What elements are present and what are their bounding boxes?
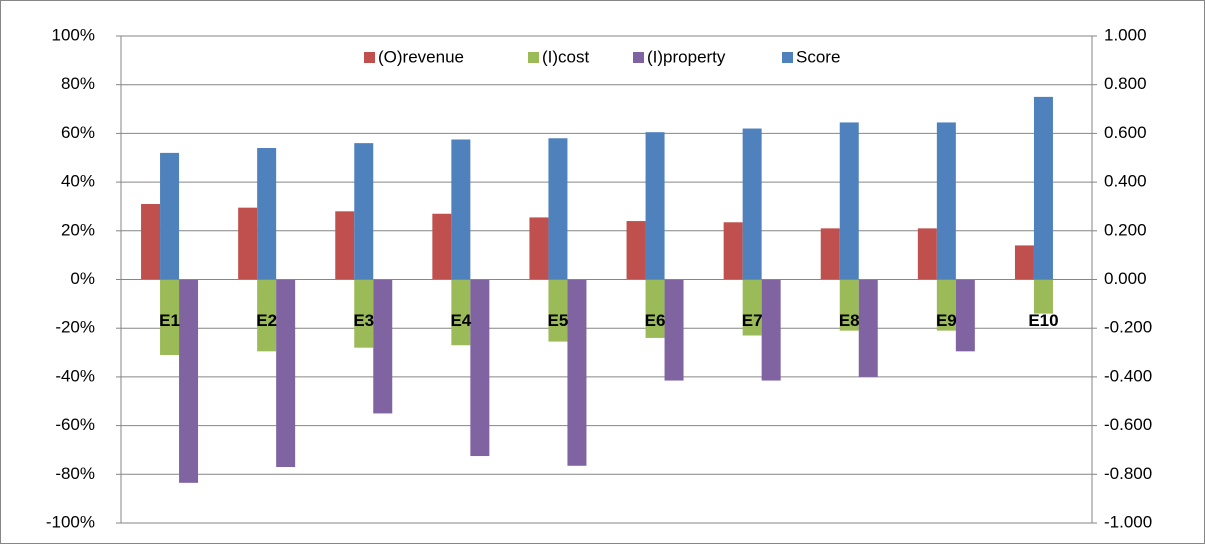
x-tick-label: E8 [839, 311, 860, 330]
y2-tick-label: -0.400 [1104, 366, 1152, 385]
bar [373, 279, 393, 414]
bar [451, 279, 471, 346]
bar [1033, 96, 1053, 280]
bar [160, 279, 180, 355]
legend-swatch [528, 52, 539, 63]
bar [820, 228, 840, 280]
bar [238, 207, 258, 280]
bar [742, 279, 762, 336]
bar [548, 138, 568, 280]
x-tick-label: E7 [742, 311, 763, 330]
bar [936, 122, 956, 280]
y-tick-label: -100% [46, 512, 95, 531]
bar [936, 279, 956, 331]
legend-label: (I)cost [542, 47, 590, 66]
y2-tick-label: 1.000 [1104, 25, 1147, 44]
x-tick-label: E4 [450, 311, 471, 330]
bar [567, 279, 587, 466]
y-tick-label: -40% [55, 366, 95, 385]
legend-label: (I)property [647, 47, 726, 66]
bar [141, 204, 161, 280]
y-tick-label: 20% [61, 220, 95, 239]
legend-swatch [782, 52, 793, 63]
y2-tick-label: -1.000 [1104, 512, 1152, 531]
y-tick-label: -80% [55, 464, 95, 483]
bar [1014, 245, 1034, 280]
y2-tick-label: 0.600 [1104, 123, 1147, 142]
bar [645, 279, 665, 338]
y2-tick-label: 0.200 [1104, 220, 1147, 239]
bar [955, 279, 975, 352]
y-tick-label: -60% [55, 415, 95, 434]
bar [354, 279, 374, 348]
bar [858, 279, 878, 377]
x-tick-label: E3 [353, 311, 374, 330]
bar [723, 222, 743, 280]
y2-tick-label: 0.000 [1104, 269, 1147, 288]
bar [742, 128, 762, 280]
y2-tick-label: -0.200 [1104, 318, 1152, 337]
y-tick-label: 100% [52, 25, 95, 44]
x-tick-label: E6 [645, 311, 666, 330]
legend-label: Score [796, 47, 840, 66]
legend-swatch [364, 52, 375, 63]
bar [160, 152, 180, 280]
y-tick-label: 40% [61, 172, 95, 191]
bar [548, 279, 568, 342]
bar [335, 211, 355, 280]
y-tick-label: -20% [55, 318, 95, 337]
bar [257, 279, 277, 352]
y2-tick-label: 0.400 [1104, 172, 1147, 191]
bar [761, 279, 781, 381]
x-tick-label: E9 [936, 311, 957, 330]
bar [1033, 279, 1053, 314]
y-tick-label: 60% [61, 123, 95, 142]
bar [257, 148, 277, 280]
bar [839, 279, 859, 331]
x-tick-label: E5 [548, 311, 569, 330]
x-tick-label: E10 [1028, 311, 1058, 330]
bar [529, 217, 549, 280]
bar [470, 279, 490, 457]
y2-tick-label: -0.800 [1104, 464, 1152, 483]
legend-label: (O)revenue [378, 47, 464, 66]
bar [645, 132, 665, 280]
bar [451, 139, 471, 280]
bar [664, 279, 684, 381]
bar [432, 213, 452, 280]
bar [179, 279, 199, 483]
y-tick-label: 0% [70, 269, 95, 288]
bar [917, 228, 937, 280]
x-tick-label: E2 [256, 311, 277, 330]
y2-tick-label: -0.600 [1104, 415, 1152, 434]
x-tick-label: E1 [159, 311, 180, 330]
bar [626, 221, 646, 280]
legend-swatch [633, 52, 644, 63]
y2-tick-label: 0.800 [1104, 74, 1147, 93]
y-tick-label: 80% [61, 74, 95, 93]
bar [354, 143, 374, 280]
bar [276, 279, 296, 467]
bar [839, 122, 859, 280]
